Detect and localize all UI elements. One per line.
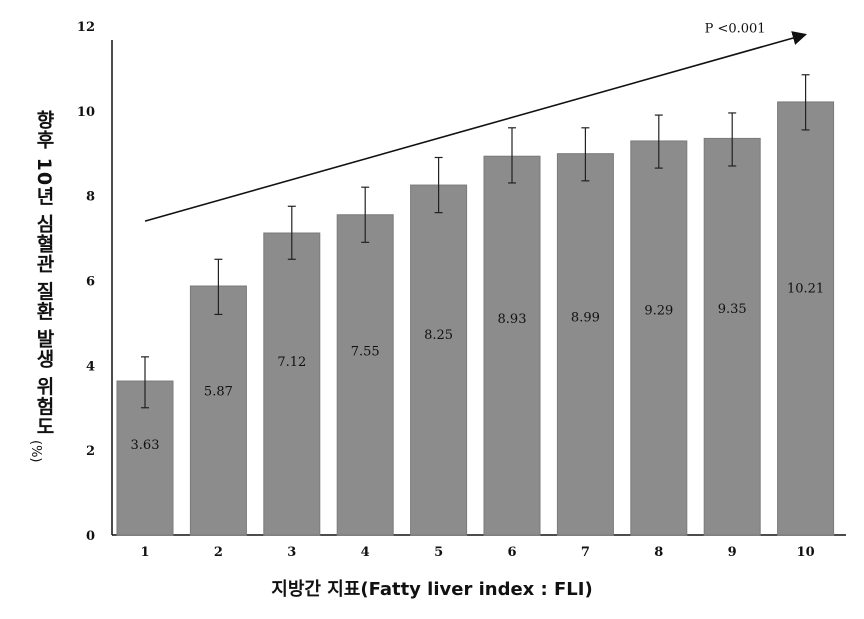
data-label: 8.93 [498, 312, 527, 327]
y-tick-label: 4 [86, 359, 95, 374]
bar [483, 155, 541, 536]
x-tick-label: 1 [140, 545, 149, 560]
y-tick-label: 0 [86, 529, 95, 544]
data-label: 5.87 [204, 385, 233, 400]
data-label: 3.63 [131, 438, 160, 453]
p-value-annotation: P <0.001 [705, 21, 766, 36]
bar [263, 232, 321, 536]
y-axis-unit: (%) [28, 440, 43, 463]
bar [189, 285, 247, 536]
x-tick-label: 7 [581, 545, 590, 560]
x-tick-label: 10 [797, 545, 815, 560]
data-label: 10.21 [787, 281, 824, 296]
bar [336, 214, 394, 536]
data-label: 7.12 [277, 355, 306, 370]
data-label: 9.35 [718, 302, 747, 317]
y-tick-label: 8 [86, 190, 95, 205]
trend-arrow [144, 31, 807, 222]
data-label: 7.55 [351, 345, 380, 360]
data-label: 8.25 [424, 328, 453, 343]
x-tick-label: 5 [434, 545, 443, 560]
bar [630, 140, 688, 536]
bar [410, 184, 468, 536]
data-label: 9.29 [644, 303, 673, 318]
x-tick-label: 4 [361, 545, 370, 560]
x-tick-label: 2 [214, 545, 223, 560]
y-axis-label: 향후 10년 심혈관 질환 발생 위험도 [33, 110, 55, 437]
y-tick-label: 6 [86, 275, 95, 290]
y-tick-label: 12 [77, 20, 95, 35]
data-label: 8.99 [571, 310, 600, 325]
x-tick-label: 3 [287, 545, 296, 560]
y-axis-title: 향후 10년 심혈관 질환 발생 위험도 (%) [14, 110, 58, 470]
x-tick-label: 6 [507, 545, 516, 560]
bar [703, 137, 761, 536]
bar [777, 101, 835, 536]
y-tick-label: 2 [86, 444, 95, 459]
bar [556, 153, 614, 536]
x-tick-label: 9 [728, 545, 737, 560]
x-axis-label: 지방간 지표(Fatty liver index : FLI) [271, 579, 593, 600]
x-tick-label: 8 [654, 545, 663, 560]
y-tick-label: 10 [77, 105, 95, 120]
